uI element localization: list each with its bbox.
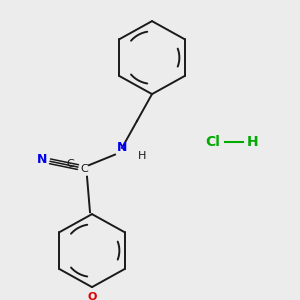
Text: H: H (247, 135, 259, 149)
Text: O: O (87, 292, 97, 300)
Text: N: N (117, 141, 127, 154)
Text: C: C (66, 159, 74, 169)
Text: C: C (80, 164, 88, 174)
Text: H: H (138, 151, 146, 160)
Text: N: N (37, 153, 47, 166)
Text: Cl: Cl (205, 135, 220, 149)
